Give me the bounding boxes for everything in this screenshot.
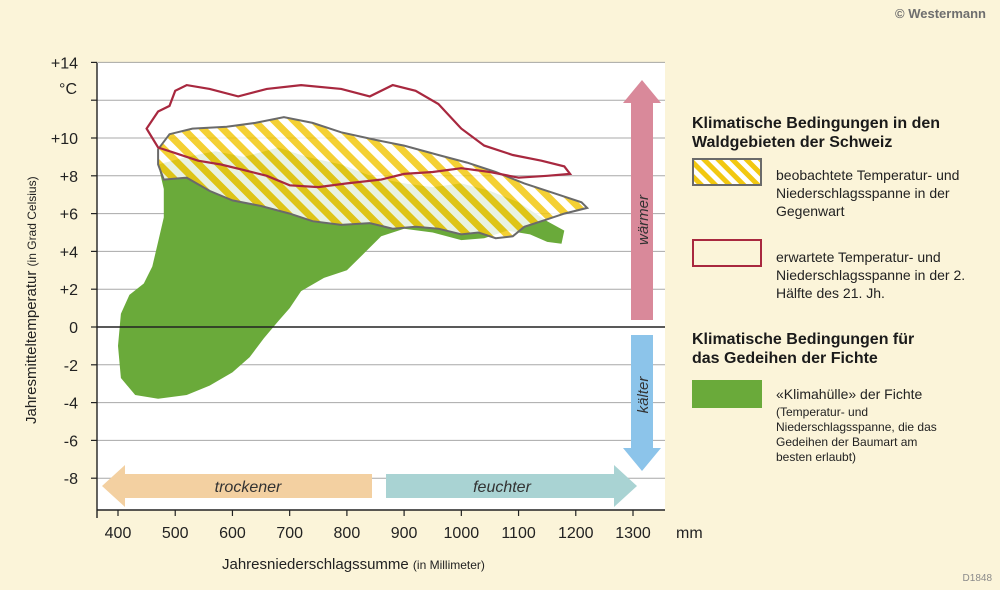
legend-title-spruce: Klimatische Bedingungen für das Gedeihen… (692, 331, 915, 367)
copyright-label: © Westermann (895, 6, 986, 21)
x-tick-label: 1200 (558, 525, 594, 542)
x-unit-label: mm (676, 525, 703, 542)
x-axis-title: Jahresniederschlagssumme (in Millimeter) (222, 556, 485, 573)
colder-arrow (623, 335, 661, 471)
legend-title-switzerland: Klimatische Bedingungen in den Waldgebie… (692, 115, 941, 151)
y-tick-label: -2 (64, 358, 78, 375)
y-tick-label: +4 (60, 244, 78, 261)
x-tick-label: 1100 (501, 525, 536, 542)
wetter-arrow (386, 465, 637, 507)
y-tick-label: -8 (64, 471, 78, 488)
legend-swatch-climate-envelope (692, 380, 762, 408)
y-axis-title: Jahresmitteltemperatur (in Grad Celsius) (23, 176, 40, 424)
y-tick-label: -6 (64, 433, 78, 450)
x-tick-label: 500 (162, 525, 189, 542)
legend-label-expected: erwartete Temperatur- und Niederschlagss… (776, 249, 966, 301)
drier-arrow (102, 465, 372, 507)
legend-swatch-observed (692, 158, 762, 186)
y-tick-label: +14 (51, 55, 78, 72)
legend-swatch-expected (692, 239, 762, 267)
warmer-label: wärmer (635, 194, 652, 245)
wetter-label: feuchter (473, 479, 531, 496)
y-tick-label: +2 (60, 282, 78, 299)
legend-label-observed: beobachtete Temperatur- und Niederschlag… (776, 167, 960, 219)
chart-id-label: D1848 (962, 573, 992, 584)
colder-label: kälter (635, 376, 652, 414)
y-tick-label: +8 (60, 169, 78, 186)
y-tick-label: 0 (69, 320, 78, 337)
x-tick-label: 700 (276, 525, 303, 542)
x-tick-label: 1300 (615, 525, 651, 542)
y-tick-label: +10 (51, 131, 78, 148)
x-tick-label: 900 (391, 525, 418, 542)
series-observed-range (157, 116, 590, 240)
y-tick-label: +6 (60, 207, 78, 224)
series-expected-range (145, 83, 573, 189)
x-tick-label: 400 (105, 525, 132, 542)
x-tick-label: 600 (219, 525, 246, 542)
drier-label: trockener (215, 479, 282, 496)
warmer-arrow (623, 80, 661, 320)
y-unit-label: °C (59, 81, 77, 98)
y-tick-label: -4 (64, 396, 78, 413)
legend-label-climate-envelope: «Klimahülle» der Fichte (776, 386, 923, 402)
legend-sublabel-climate-envelope: (Temperatur- und Niederschlagsspanne, di… (776, 405, 937, 464)
x-tick-label: 1000 (444, 525, 480, 542)
x-tick-label: 800 (334, 525, 361, 542)
